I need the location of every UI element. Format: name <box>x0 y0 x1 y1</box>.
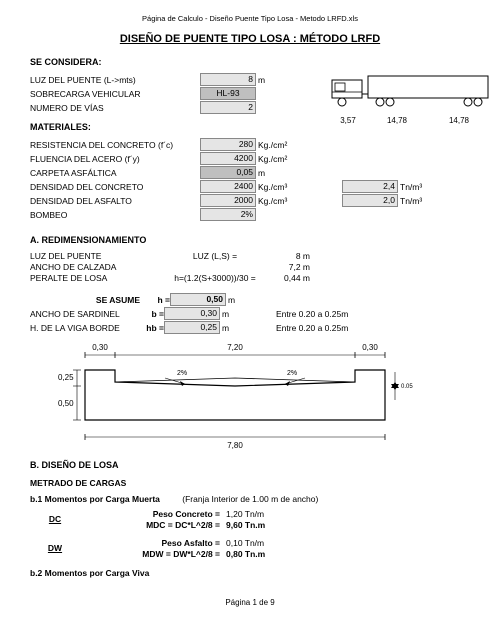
label: LUZ DEL PUENTE (L->mts) <box>30 75 200 85</box>
unit: Kg./cm² <box>258 154 287 164</box>
value-box: 2 <box>200 101 256 114</box>
truck-diagram: 3,57 14,78 14,78 <box>330 72 500 125</box>
svg-text:2%: 2% <box>287 370 297 377</box>
unit: Tn/m³ <box>400 182 422 192</box>
formula: LUZ (L,S) = <box>160 251 270 261</box>
unit: m <box>222 309 236 319</box>
svg-text:0,50: 0,50 <box>58 399 74 408</box>
svg-text:7,20: 7,20 <box>227 343 243 352</box>
value-box: 2000 <box>200 194 256 207</box>
value-box: 0,25 <box>164 321 220 334</box>
value-box: 0,30 <box>164 307 220 320</box>
label: BOMBEO <box>30 210 200 220</box>
unit: Kg./cm³ <box>258 182 302 192</box>
page-title: DISEÑO DE PUENTE TIPO LOSA : MÉTODO LRFD <box>30 33 470 45</box>
section-b2: b.2 Momentos por Carga Viva <box>30 568 470 578</box>
section-metrado: METRADO DE CARGAS <box>30 478 470 488</box>
asume-title: SE ASUME <box>30 295 146 305</box>
value-box: 2,4 <box>342 180 398 193</box>
label: ANCHO DE SARDINEL <box>30 309 140 319</box>
k: MDC = DC*L^2/8 = <box>80 520 226 530</box>
value-box: 8 <box>200 73 256 86</box>
sym: b = <box>140 309 164 319</box>
label: DENSIDAD DEL CONCRETO <box>30 182 200 192</box>
value-box: 0,50 <box>170 293 226 306</box>
label: RESISTENCIA DEL CONCRETO (f´c) <box>30 140 200 150</box>
v: 1,20 Tn/m <box>226 509 286 519</box>
dw-title: DW <box>48 543 62 553</box>
unit: m <box>222 323 236 333</box>
unit: m <box>258 168 265 178</box>
value-box: 280 <box>200 138 256 151</box>
svg-text:0,30: 0,30 <box>92 343 108 352</box>
svg-text:0,30: 0,30 <box>362 343 378 352</box>
label: DENSIDAD DEL ASFALTO <box>30 196 200 206</box>
value-box: 2% <box>200 208 256 221</box>
label: FLUENCIA DEL ACERO (f´y) <box>30 154 200 164</box>
formula: h=(1.2(S+3000))/30 = <box>160 273 270 283</box>
value-box: 2,0 <box>342 194 398 207</box>
section-considera: SE CONSIDERA: <box>30 57 470 67</box>
label: SOBRECARGA VEHICULAR <box>30 89 200 99</box>
dc-title: DC <box>49 514 61 524</box>
value-box: 2400 <box>200 180 256 193</box>
svg-text:2%: 2% <box>177 370 187 377</box>
section-diseno: B. DISEÑO DE LOSA <box>30 460 470 470</box>
v: 0,10 Tn/m <box>226 538 286 548</box>
sym: hb = <box>140 323 164 333</box>
unit: m <box>258 75 265 85</box>
v: 0,80 Tn.m <box>226 549 286 559</box>
value: 8 m <box>270 251 310 261</box>
value: 7,2 m <box>270 262 310 272</box>
dim: 14,78 <box>366 116 428 125</box>
unit: Kg./cm² <box>258 140 287 150</box>
k: Peso Asfalto = <box>80 538 226 548</box>
note: Entre 0.20 a 0.25m <box>276 309 348 319</box>
cross-section-diagram: 0,30 7,20 0,30 2% 2% 0,25 0,50 0.05 7,80 <box>55 342 470 452</box>
svg-text:7,80: 7,80 <box>227 441 243 450</box>
franja-note: (Franja Interior de 1.00 m de ancho) <box>182 494 318 504</box>
value-box: 0,05 <box>200 166 256 179</box>
svg-text:0.05: 0.05 <box>401 384 413 390</box>
label: H. DE LA VIGA BORDE <box>30 323 140 333</box>
page-footer: Página 1 de 9 <box>30 598 470 607</box>
unit: m <box>228 295 235 305</box>
label: LUZ DEL PUENTE <box>30 251 160 261</box>
dim: 3,57 <box>330 116 366 125</box>
unit: Tn/m³ <box>400 196 422 206</box>
value-box: HL-93 <box>200 87 256 100</box>
svg-text:0,25: 0,25 <box>58 373 74 382</box>
section-redim: A. REDIMENSIONAMIENTO <box>30 235 470 245</box>
label: NUMERO DE VÍAS <box>30 103 200 113</box>
value: 0,44 m <box>270 273 310 283</box>
k: MDW = DW*L^2/8 = <box>80 549 226 559</box>
dim: 14,78 <box>428 116 490 125</box>
label: CARPETA ASFÁLTICA <box>30 168 200 178</box>
label: PERALTE DE LOSA <box>30 273 160 283</box>
value-box: 4200 <box>200 152 256 165</box>
note: Entre 0.20 a 0.25m <box>276 323 348 333</box>
header-filename: Página de Calculo - Diseño Puente Tipo L… <box>30 14 470 23</box>
v: 9,60 Tn.m <box>226 520 286 530</box>
section-b1: b.1 Momentos por Carga Muerta <box>30 494 160 504</box>
sym: h = <box>146 295 170 305</box>
label: ANCHO DE CALZADA <box>30 262 160 272</box>
k: Peso Concreto = <box>80 509 226 519</box>
unit: Kg./cm³ <box>258 196 302 206</box>
